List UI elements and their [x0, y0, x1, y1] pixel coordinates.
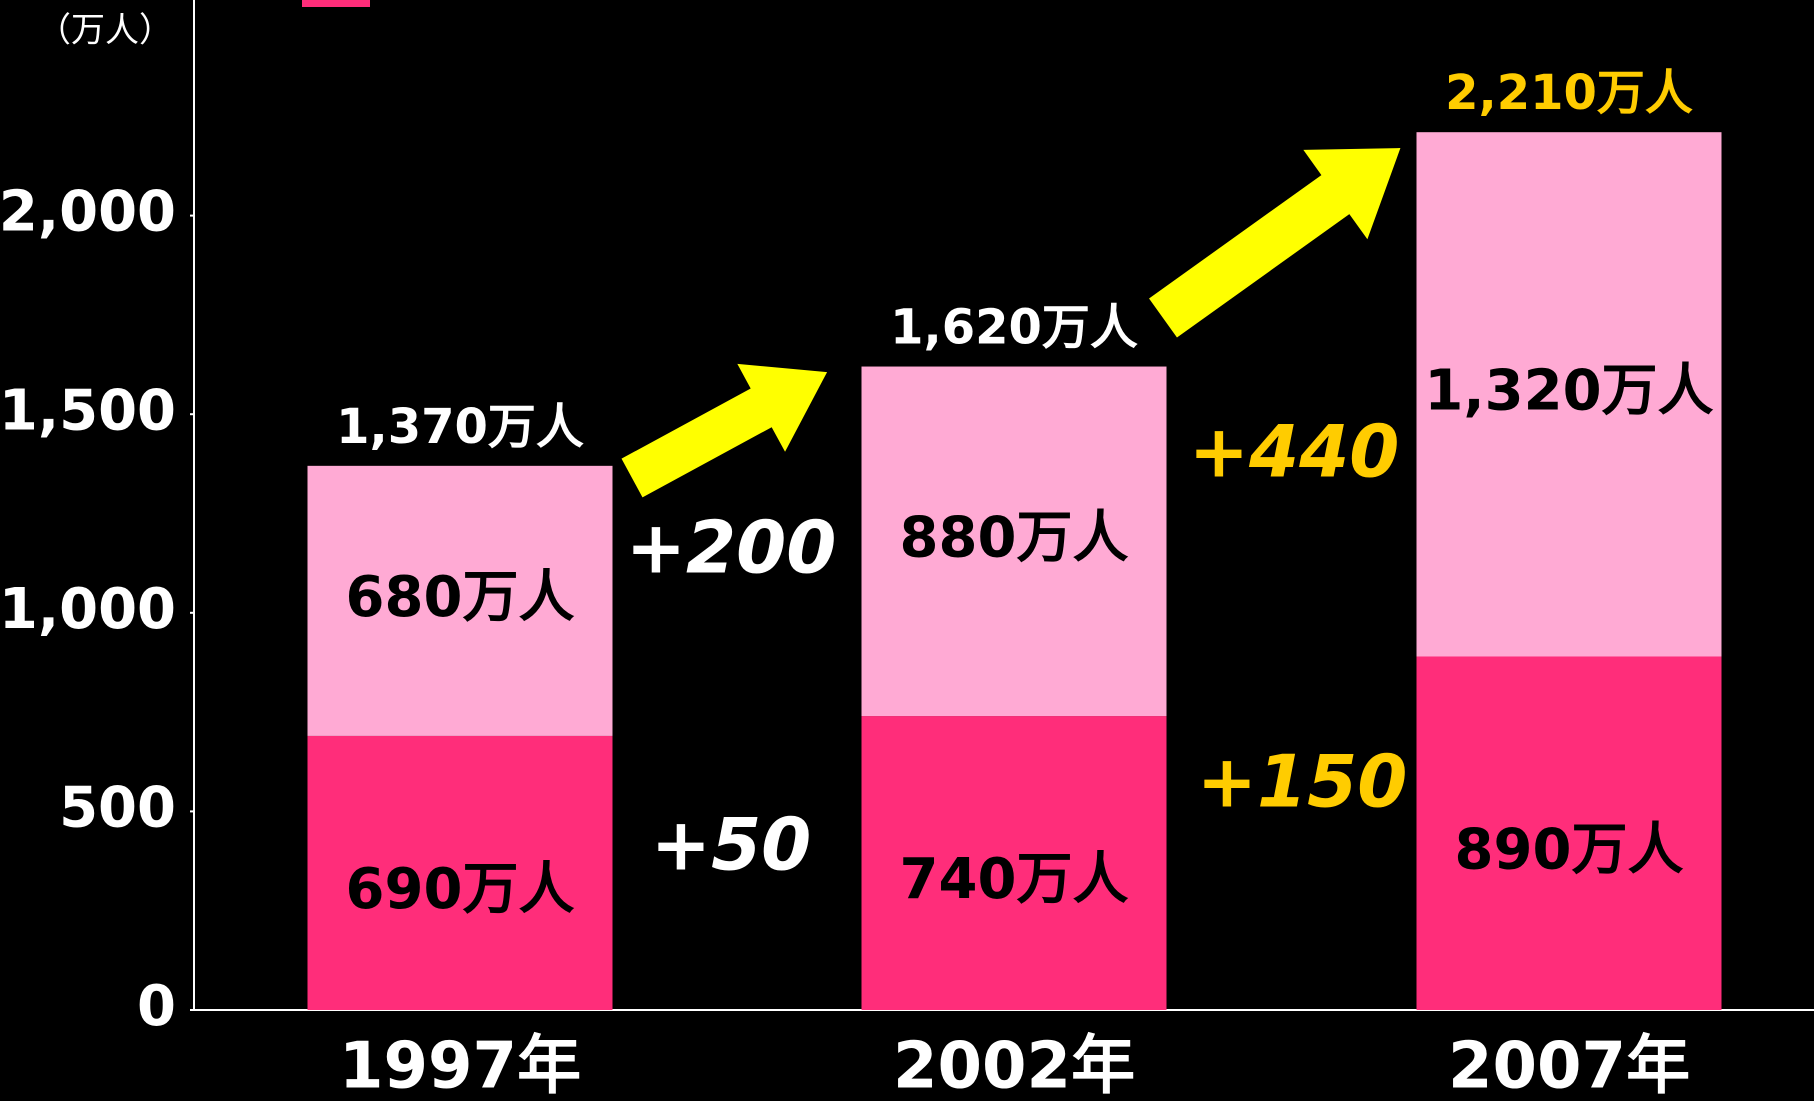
- value-label: 880万人: [900, 505, 1129, 570]
- difference-label: +50: [651, 803, 812, 887]
- bar-segment: [307, 735, 613, 1010]
- total-label: 1,620万人: [890, 300, 1138, 356]
- value-label: 890万人: [1455, 817, 1684, 882]
- arrow-shape: [1149, 148, 1401, 338]
- difference-label: +150: [1197, 740, 1408, 824]
- y-tick-label: 1,000: [0, 577, 176, 642]
- bar-segment: [1416, 132, 1722, 657]
- bar-segment: [861, 716, 1167, 1010]
- y-tick-label: 1,500: [0, 378, 176, 443]
- bar-segment: [861, 366, 1167, 717]
- y-tick-label: 2,000: [0, 180, 176, 245]
- value-label: 740万人: [900, 847, 1129, 912]
- total-label: 2,210万人: [1445, 65, 1693, 121]
- difference-label: +200: [626, 506, 837, 590]
- x-tick-label: 1997年: [339, 1030, 581, 1101]
- value-label: 690万人: [346, 857, 575, 922]
- bar-segment: [307, 465, 613, 736]
- arrow: [621, 363, 828, 498]
- bar-segment: [1416, 656, 1722, 1010]
- arrow: [1149, 148, 1401, 338]
- y-tick-label: 0: [137, 974, 176, 1039]
- y-unit-label: （万人）: [37, 11, 173, 51]
- difference-label: +440: [1189, 410, 1400, 494]
- total-label: 1,370万人: [336, 399, 584, 455]
- value-label: 1,320万人: [1424, 358, 1713, 423]
- x-tick-label: 2007年: [1448, 1030, 1690, 1101]
- value-label: 680万人: [346, 565, 575, 630]
- arrow-shape: [621, 363, 828, 498]
- x-tick-label: 2002年: [893, 1030, 1135, 1101]
- legend-swatch: [302, 0, 370, 7]
- y-tick-label: 500: [59, 776, 176, 841]
